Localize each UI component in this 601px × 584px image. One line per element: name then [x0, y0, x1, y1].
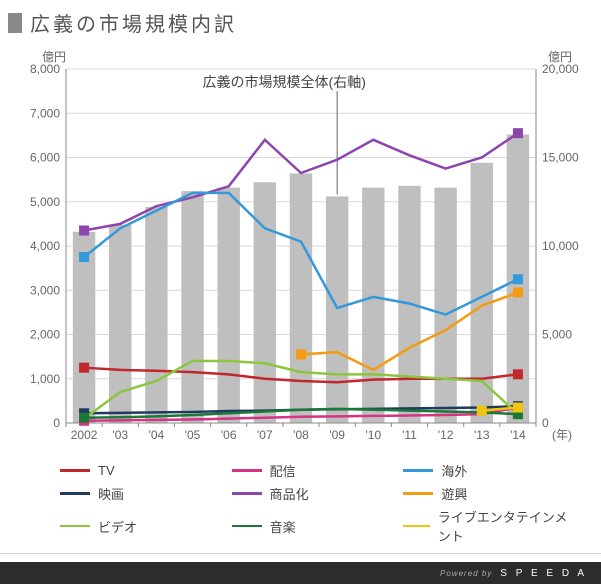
- legend-swatch: [60, 492, 90, 495]
- left-tick: 1,000: [30, 372, 60, 386]
- x-tick: 2002: [71, 428, 98, 442]
- x-tick: '09: [329, 428, 345, 442]
- bar-total: [434, 188, 456, 423]
- legend-swatch: [60, 469, 90, 472]
- x-tick: '04: [149, 428, 165, 442]
- legend-swatch: [403, 469, 433, 472]
- bar-total: [145, 207, 167, 423]
- footer: Powered by S P E E D A: [0, 562, 601, 584]
- marker-live: [513, 403, 523, 413]
- legend-item-movie: 映画: [60, 484, 232, 503]
- legend: TV 配信 海外映画 商品化 遊興ビデオ 音楽 ライブエンタテインメント: [0, 455, 601, 554]
- chart-container: 広義の市場規模内訳 億円億円01,0002,0003,0004,0005,000…: [0, 0, 601, 584]
- legend-swatch: [232, 492, 262, 495]
- legend-label: 配信: [270, 461, 296, 480]
- legend-swatch: [232, 469, 262, 472]
- x-tick: '10: [365, 428, 381, 442]
- marker-goods: [513, 128, 523, 138]
- x-tick: '13: [474, 428, 490, 442]
- legend-item-stream: 配信: [232, 461, 404, 480]
- left-tick: 4,000: [30, 239, 60, 253]
- marker-oversea: [79, 252, 89, 262]
- legend-label: 映画: [98, 484, 124, 503]
- left-tick: 7,000: [30, 106, 60, 120]
- legend-item-music: 音楽: [232, 507, 404, 545]
- x-tick: '12: [438, 428, 454, 442]
- legend-label: 遊興: [441, 484, 467, 503]
- x-tick: '05: [185, 428, 201, 442]
- left-tick: 0: [53, 416, 60, 430]
- footer-brand: S P E E D A: [500, 568, 587, 579]
- legend-label: ライブエンタテインメント: [438, 507, 575, 545]
- legend-label: 商品化: [270, 484, 309, 503]
- legend-item-goods: 商品化: [232, 484, 404, 503]
- left-tick: 5,000: [30, 195, 60, 209]
- x-tick: '06: [221, 428, 237, 442]
- legend-label: 音楽: [270, 517, 296, 536]
- left-tick: 8,000: [30, 62, 60, 76]
- x-tick: '07: [257, 428, 273, 442]
- legend-item-oversea: 海外: [403, 461, 575, 480]
- right-tick: 0: [542, 416, 549, 430]
- annotation-text: 広義の市場規模全体(右軸): [203, 74, 366, 90]
- legend-label: TV: [98, 463, 115, 478]
- x-axis-label: (年): [552, 428, 572, 442]
- legend-swatch: [232, 525, 262, 528]
- marker-music: [79, 413, 89, 423]
- left-tick: 3,000: [30, 283, 60, 297]
- bar-total: [181, 191, 203, 423]
- right-tick: 15,000: [542, 151, 579, 165]
- marker-goods: [79, 226, 89, 236]
- right-tick: 5,000: [542, 328, 572, 342]
- marker-oversea: [513, 274, 523, 284]
- bar-total: [217, 188, 239, 423]
- right-tick: 10,000: [542, 239, 579, 253]
- legend-swatch: [403, 492, 433, 495]
- bar-total: [362, 188, 384, 423]
- x-tick: '11: [402, 428, 417, 442]
- chart-area: 億円億円01,0002,0003,0004,0005,0006,0007,000…: [18, 45, 588, 455]
- marker-TV: [79, 363, 89, 373]
- title-marker: [8, 13, 22, 33]
- legend-label: 海外: [441, 461, 467, 480]
- title-row: 広義の市場規模内訳: [0, 0, 601, 41]
- x-tick: '08: [293, 428, 309, 442]
- legend-item-video: ビデオ: [60, 507, 232, 545]
- marker-amuse: [513, 287, 523, 297]
- chart-svg: 億円億円01,0002,0003,0004,0005,0006,0007,000…: [18, 45, 588, 455]
- marker-amuse: [296, 349, 306, 359]
- bar-total: [254, 182, 276, 423]
- legend-label: ビデオ: [98, 517, 137, 536]
- marker-live: [477, 406, 487, 416]
- legend-item-TV: TV: [60, 461, 232, 480]
- right-tick: 20,000: [542, 62, 579, 76]
- legend-item-amuse: 遊興: [403, 484, 575, 503]
- legend-item-live: ライブエンタテインメント: [403, 507, 575, 545]
- left-tick: 2,000: [30, 328, 60, 342]
- left-tick: 6,000: [30, 151, 60, 165]
- chart-title: 広義の市場規模内訳: [30, 8, 237, 37]
- marker-TV: [513, 369, 523, 379]
- bar-total: [326, 196, 348, 423]
- legend-swatch: [403, 525, 429, 528]
- x-tick: '03: [112, 428, 128, 442]
- footer-powered: Powered by: [440, 569, 492, 578]
- bar-total: [290, 173, 312, 423]
- legend-swatch: [60, 525, 90, 528]
- x-tick: '14: [510, 428, 526, 442]
